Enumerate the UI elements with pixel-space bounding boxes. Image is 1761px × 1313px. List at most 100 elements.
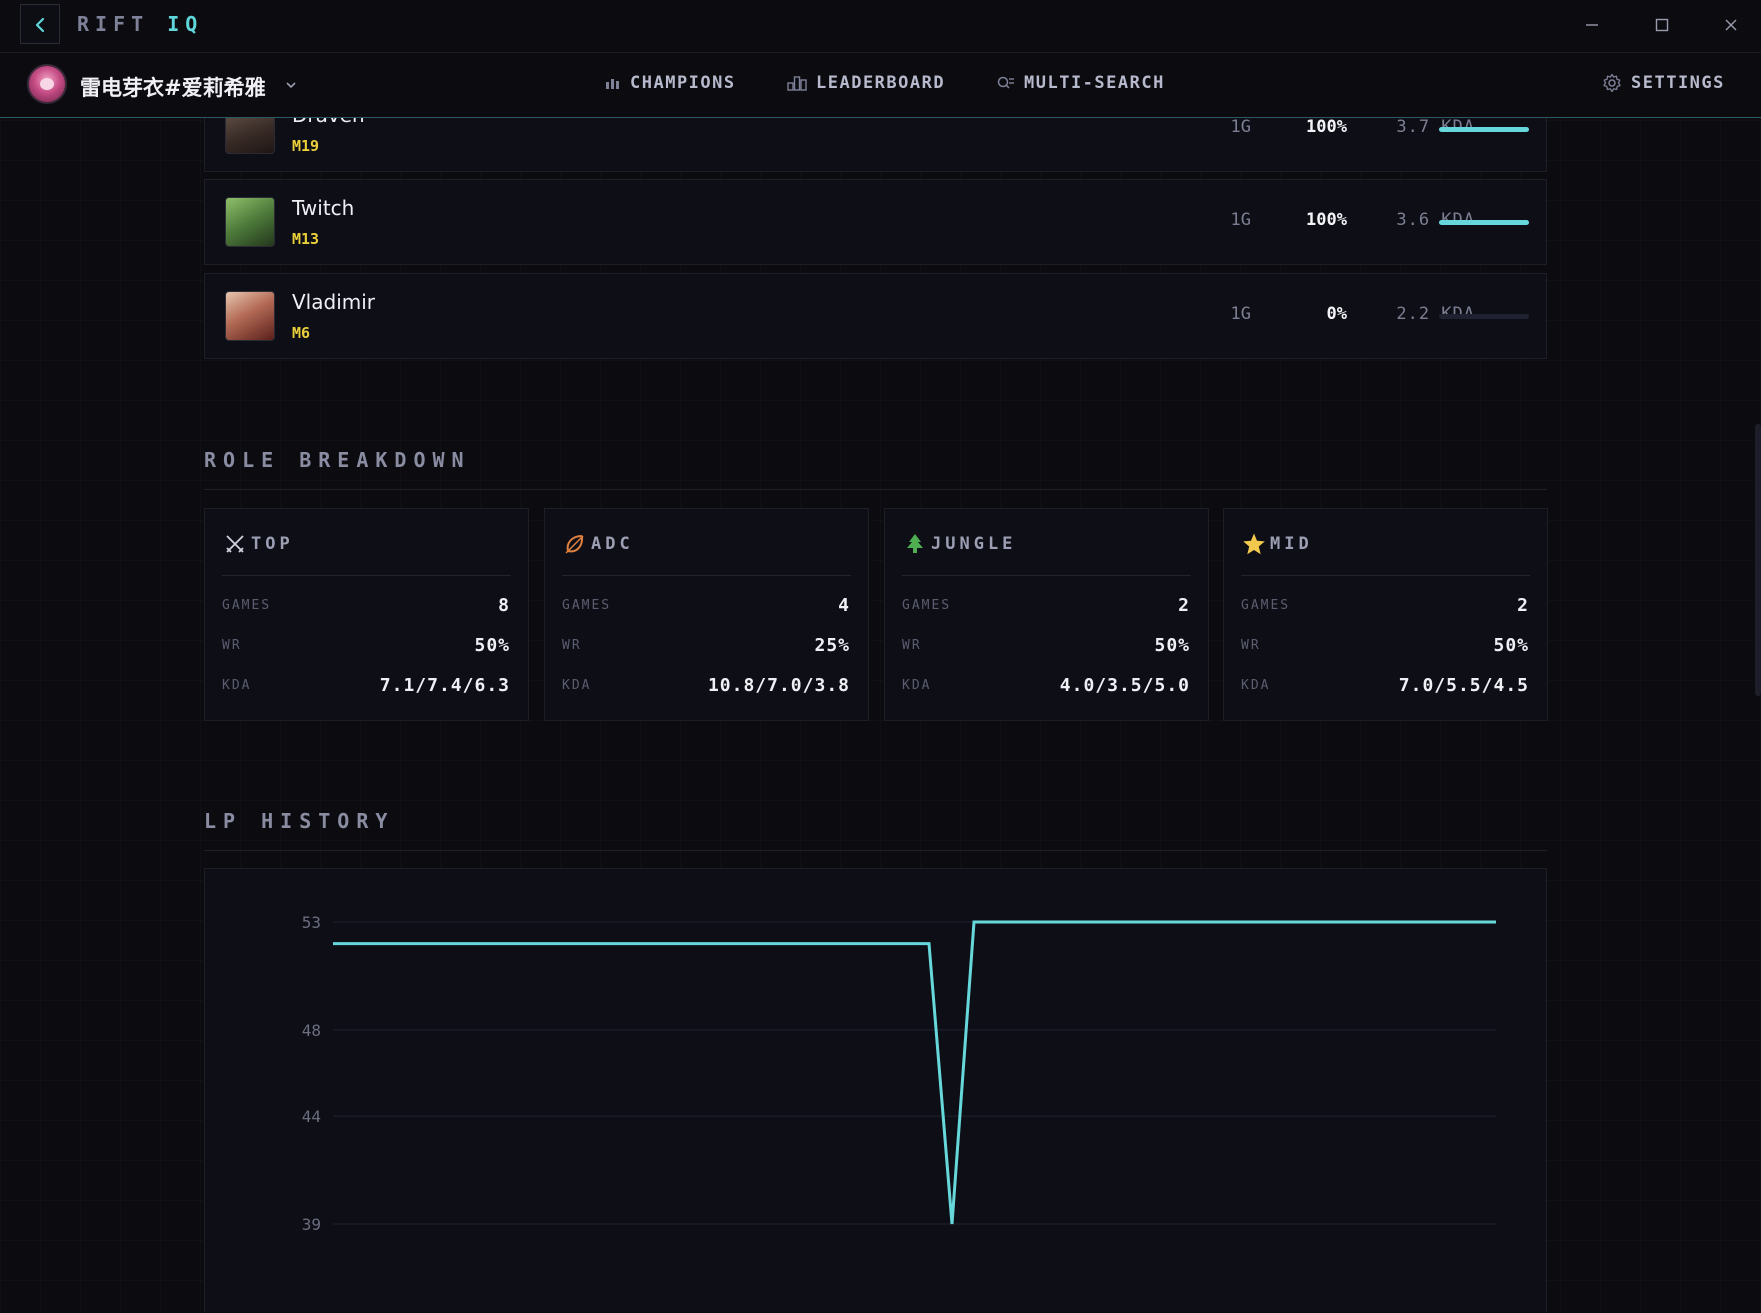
- champion-mastery: M6: [292, 324, 311, 342]
- champion-name: Vladimir: [292, 290, 376, 314]
- champion-games: 1G: [1230, 304, 1251, 324]
- maximize-icon: [1655, 18, 1669, 32]
- title-bar: RIFT IQ: [0, 0, 1761, 53]
- wr-label: WR: [1241, 638, 1261, 653]
- tree-icon: [907, 534, 923, 553]
- minimize-button[interactable]: [1577, 12, 1607, 38]
- champion-winrate: 100%: [1306, 117, 1347, 137]
- nav-champions-label: CHAMPIONS: [630, 73, 736, 93]
- scrollbar[interactable]: [1755, 424, 1761, 696]
- nav-leaderboard[interactable]: LEADERBOARD: [787, 73, 945, 93]
- role-card-top: TOP GAMES 8 WR 50% KDA 7.1/7.4/6.3: [204, 508, 529, 721]
- champion-mastery: M19: [292, 137, 320, 155]
- games-value: 4: [838, 595, 850, 616]
- role-card-mid: MID GAMES 2 WR 50% KDA 7.0/5.5/4.5: [1223, 508, 1548, 721]
- champion-row[interactable]: Vladimir M6 1G 0% 2.2 KDA: [204, 273, 1547, 359]
- champion-portrait: [225, 197, 275, 247]
- chevron-left-icon: [35, 17, 45, 33]
- kda-label: KDA: [1241, 678, 1271, 693]
- star-icon: [1243, 533, 1265, 555]
- y-tick-label: 44: [302, 1107, 321, 1126]
- close-button[interactable]: [1716, 12, 1746, 38]
- wr-label: WR: [562, 638, 582, 653]
- wr-label: WR: [222, 638, 242, 653]
- kda-value: 4.0/3.5/5.0: [1059, 675, 1190, 696]
- champion-games: 1G: [1230, 210, 1251, 230]
- champion-kda: 2.2 KDA: [1396, 304, 1475, 324]
- nav-champions[interactable]: CHAMPIONS: [605, 73, 736, 93]
- multi-search-icon: [997, 76, 1014, 89]
- back-button[interactable]: [20, 4, 60, 44]
- games-label: GAMES: [1241, 598, 1291, 613]
- winrate-bar-fill: [1439, 127, 1529, 132]
- divider: [1241, 575, 1530, 576]
- kda-value: 10.8/7.0/3.8: [707, 675, 850, 696]
- divider: [902, 575, 1191, 576]
- role-name: JUNGLE: [931, 534, 1017, 554]
- role-card-adc: ADC GAMES 4 WR 25% KDA 10.8/7.0/3.8: [544, 508, 869, 721]
- games-label: GAMES: [902, 598, 952, 613]
- wr-value: 50%: [1493, 635, 1529, 656]
- kda-label: KDA: [902, 678, 932, 693]
- podium-icon: [787, 76, 807, 91]
- games-label: GAMES: [562, 598, 612, 613]
- bow-icon: [565, 535, 584, 554]
- divider: [222, 575, 511, 576]
- settings-label: SETTINGS: [1631, 73, 1725, 93]
- crossed-swords-icon: [226, 535, 244, 553]
- wr-value: 50%: [1154, 635, 1190, 656]
- kda-label: KDA: [562, 678, 592, 693]
- divider: [204, 850, 1547, 851]
- champion-mastery: M13: [292, 230, 320, 248]
- champion-portrait: [225, 291, 275, 341]
- chevron-down-icon[interactable]: [284, 78, 298, 92]
- nav-leaderboard-label: LEADERBOARD: [816, 73, 946, 93]
- winrate-bar-fill: [1439, 220, 1529, 225]
- champion-winrate: 100%: [1306, 210, 1347, 230]
- gear-icon: [1603, 73, 1621, 93]
- bar-chart-icon: [606, 79, 619, 89]
- games-value: 2: [1517, 595, 1529, 616]
- avatar[interactable]: [27, 64, 67, 104]
- role-card-jungle: JUNGLE GAMES 2 WR 50% KDA 4.0/3.5/5.0: [884, 508, 1209, 721]
- app-title-part2: IQ: [167, 12, 204, 36]
- games-label: GAMES: [222, 598, 272, 613]
- minimize-icon: [1586, 24, 1598, 26]
- wr-value: 25%: [814, 635, 850, 656]
- lp-series-line: [333, 920, 1496, 1225]
- divider: [562, 575, 851, 576]
- games-value: 2: [1178, 595, 1190, 616]
- nav-multi-search-label: MULTI-SEARCH: [1024, 73, 1165, 93]
- settings-button[interactable]: SETTINGS: [1602, 73, 1725, 93]
- games-value: 8: [498, 595, 510, 616]
- kda-label: KDA: [222, 678, 252, 693]
- y-tick-label: 53: [302, 913, 321, 932]
- wr-label: WR: [902, 638, 922, 653]
- champion-row[interactable]: Twitch M13 1G 100% 3.6 KDA: [204, 179, 1547, 265]
- maximize-button[interactable]: [1647, 12, 1677, 38]
- close-icon: [1725, 19, 1737, 31]
- champion-winrate: 0%: [1326, 304, 1347, 324]
- lp-history-title: LP HISTORY: [204, 809, 395, 833]
- winrate-bar: [1439, 220, 1529, 225]
- wr-value: 50%: [474, 635, 510, 656]
- y-tick-label: 48: [302, 1021, 321, 1040]
- y-tick-label: 39: [302, 1215, 321, 1234]
- lp-history-chart: 53 48 44 39: [204, 868, 1547, 1312]
- player-name[interactable]: 雷电芽衣#爱莉希雅: [80, 76, 266, 100]
- lp-history-plot: 53 48 44 39: [302, 913, 1496, 1234]
- role-breakdown-title: ROLE BREAKDOWN: [204, 448, 471, 472]
- app-title-part1: RIFT: [77, 12, 150, 36]
- nav-bar: 雷电芽衣#爱莉希雅 CHAMPIONS LEADERBOARD MULTI-SE…: [0, 52, 1761, 118]
- role-name: MID: [1270, 534, 1313, 554]
- champion-name: Twitch: [292, 196, 355, 220]
- nav-multi-search[interactable]: MULTI-SEARCH: [997, 73, 1165, 93]
- role-name: TOP: [251, 534, 294, 554]
- kda-value: 7.1/7.4/6.3: [379, 675, 510, 696]
- role-name: ADC: [591, 534, 634, 554]
- champion-games: 1G: [1230, 117, 1251, 137]
- winrate-bar: [1439, 127, 1529, 132]
- divider: [204, 489, 1547, 490]
- champion-kda: 3.6 KDA: [1396, 210, 1475, 230]
- kda-value: 7.0/5.5/4.5: [1398, 675, 1529, 696]
